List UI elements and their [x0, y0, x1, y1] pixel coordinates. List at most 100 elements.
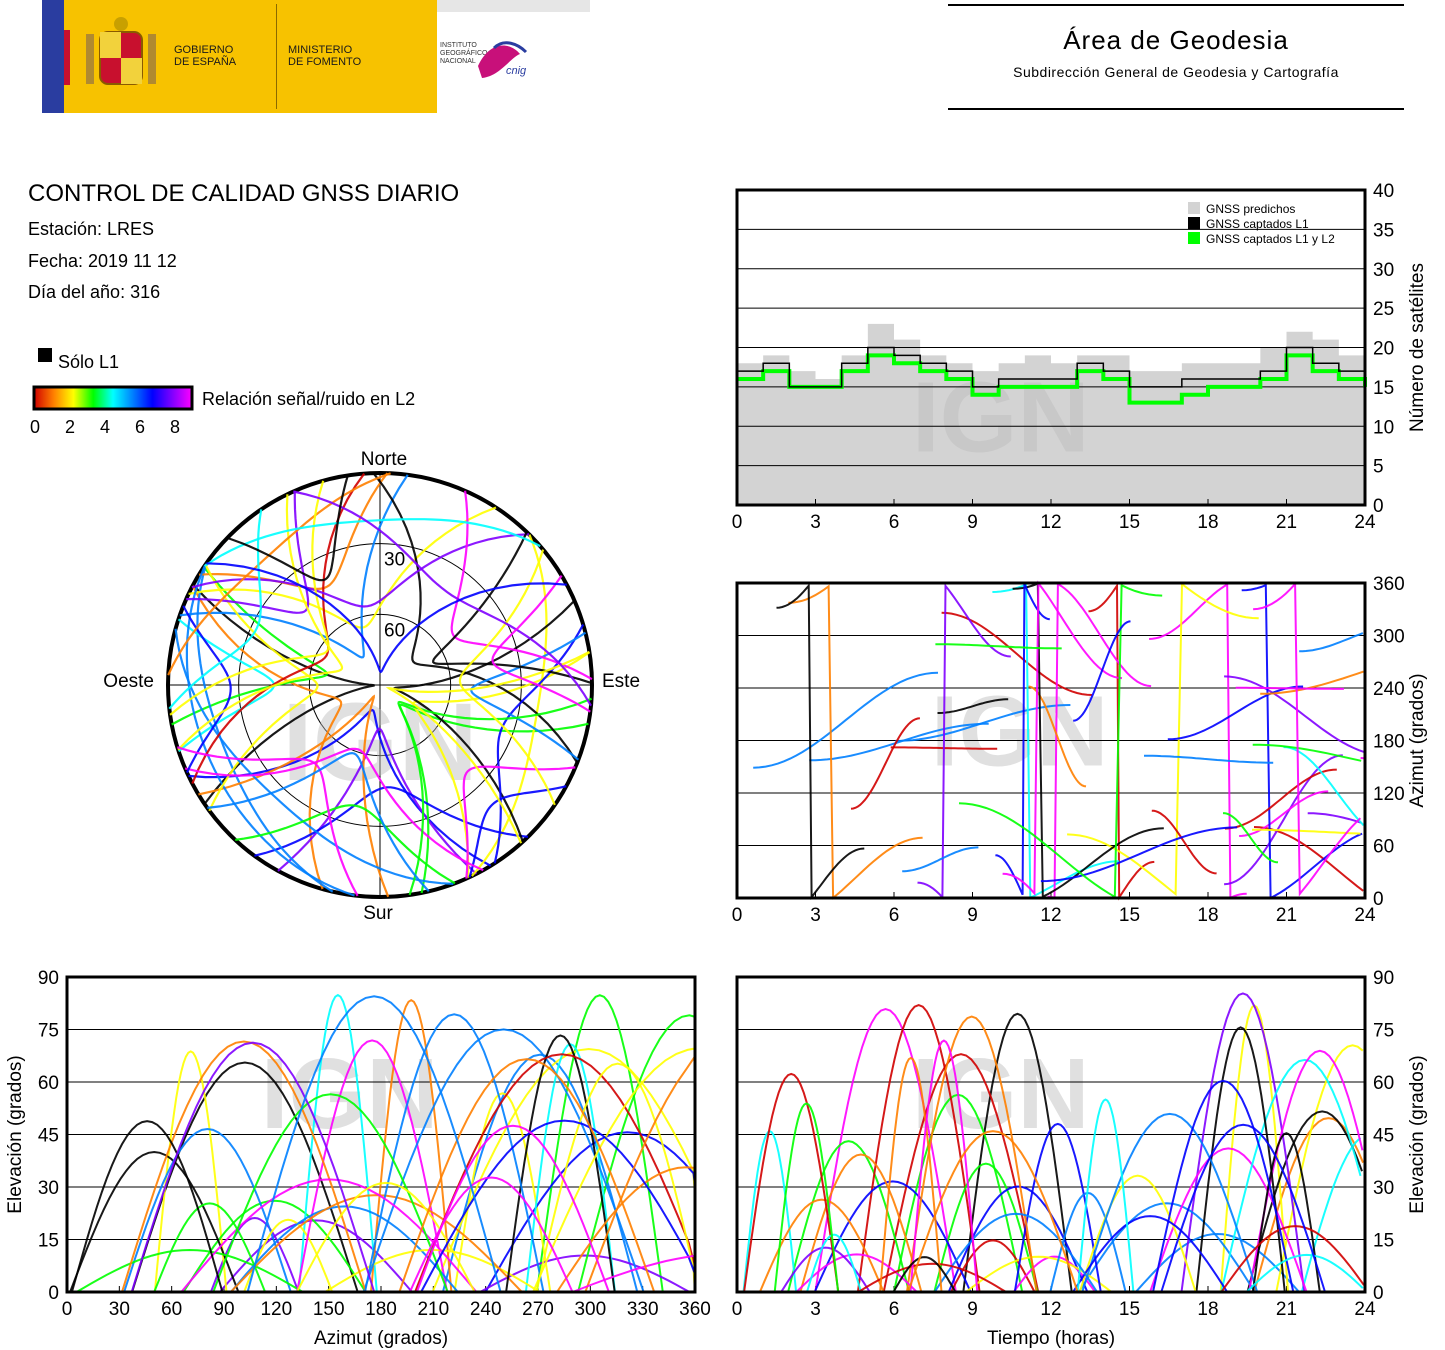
x-tick-label: 3: [810, 512, 821, 533]
x-tick-label: 270: [522, 1299, 554, 1320]
satellite-track: [1222, 812, 1279, 864]
satellite-track: [1239, 790, 1329, 837]
satellite-track: [1245, 1253, 1364, 1293]
satellite-track: [293, 490, 592, 707]
satellite-track: [296, 1181, 476, 1293]
header-rule-top: [948, 4, 1404, 6]
y-tick-label: 60: [38, 1073, 59, 1094]
satellite-track: [753, 671, 939, 769]
y-tick-label: 0: [1373, 889, 1384, 910]
satellite-track: [230, 1205, 459, 1293]
satellite-track: [1253, 1117, 1365, 1293]
satellite-track: [179, 474, 409, 659]
satellites-chart: IGN 0 5 10 15 20 25 30 35 40 0 3 6 9 12 15 18 21 24 Número …: [732, 181, 1428, 533]
direction-north: Norte: [361, 449, 407, 470]
satellite-track: [962, 1012, 1073, 1293]
x-tick-label: 21: [1276, 905, 1297, 926]
satellite-track: [933, 1212, 1098, 1293]
satellite-track: [1151, 809, 1217, 875]
y-tick-label: 75: [1373, 1021, 1394, 1042]
x-tick-label: 9: [967, 512, 978, 533]
x-tick-label: 30: [109, 1299, 130, 1320]
watermark-text: IGN: [912, 361, 1090, 473]
satellite-track: [1067, 582, 1259, 897]
legend-label: GNSS captados L1: [1206, 217, 1309, 231]
satellite-track: [1076, 1098, 1135, 1293]
grey-bar: [437, 0, 590, 12]
satellite-track: [212, 1093, 449, 1293]
x-axis-label: Tiempo (horas): [987, 1328, 1115, 1349]
y-tick-label: 10: [1373, 417, 1394, 438]
x-tick-label: 18: [1197, 905, 1218, 926]
snr-tick-label: 0: [30, 417, 40, 437]
min-line1: MINISTERIO: [288, 44, 353, 56]
satellite-track: [207, 751, 430, 893]
satellite-track: [1224, 768, 1337, 830]
x-tick-label: 3: [810, 905, 821, 926]
y-tick-label: 300: [1373, 627, 1405, 648]
x-tick-label: 60: [161, 1299, 182, 1320]
satellite-track: [1224, 675, 1365, 754]
satellite-track: [398, 1058, 656, 1293]
satellite-track: [408, 1176, 574, 1293]
y-tick-label: 180: [1373, 732, 1405, 753]
satellite-track: [1135, 1232, 1300, 1293]
satellite-track: [182, 1199, 367, 1293]
l1-only-label: Sólo L1: [58, 352, 119, 372]
satellite-track: [219, 1219, 413, 1293]
x-tick-label: 12: [1040, 512, 1061, 533]
satellite-track: [462, 765, 576, 879]
y-tick-label: 240: [1373, 679, 1405, 700]
date-line: Fecha: 2019 11 12: [28, 251, 177, 271]
satellite-track: [75, 1248, 304, 1293]
x-tick-label: 360: [679, 1299, 711, 1320]
satellite-track: [277, 727, 478, 875]
plot-border: [735, 581, 1367, 900]
x-tick-label: 24: [1354, 905, 1376, 926]
ring-label: 30: [384, 550, 405, 571]
area-title: Área de Geodesia: [1063, 25, 1289, 55]
satellite-track: [415, 1124, 610, 1293]
x-tick-label: 0: [732, 1299, 743, 1320]
y-tick-label: 120: [1373, 784, 1405, 805]
x-tick-label: 6: [889, 1299, 900, 1320]
satellite-track: [902, 846, 979, 873]
satellite-track: [882, 1053, 1040, 1293]
divider: [276, 4, 277, 109]
satellite-track: [177, 494, 344, 751]
x-tick-label: 180: [365, 1299, 397, 1320]
y-tick-label: 30: [1373, 260, 1394, 281]
y-tick-label: 45: [1373, 1126, 1394, 1147]
direction-south: Sur: [363, 903, 393, 924]
x-tick-label: 90: [213, 1299, 234, 1320]
gov-line2: DE ESPAÑA: [174, 56, 237, 68]
satellite-track: [776, 583, 865, 900]
cnig-text: cnig: [506, 65, 527, 77]
satellite-track: [572, 1253, 696, 1293]
satellite-track: [130, 1041, 376, 1293]
x-tick-label: 6: [889, 905, 900, 926]
satellite-track: [937, 698, 1009, 714]
satellite-track: [1252, 828, 1361, 835]
satellite-track: [814, 1007, 957, 1293]
y-tick-label: 30: [38, 1178, 59, 1199]
legend-label: GNSS captados L1 y L2: [1206, 232, 1335, 246]
satellite-track: [174, 628, 454, 885]
satellite-track: [809, 722, 989, 762]
legend-label: GNSS predichos: [1206, 202, 1295, 216]
report-title: CONTROL DE CALIDAD GNSS DIARIO: [28, 180, 460, 207]
satellite-track: [1299, 632, 1364, 653]
x-tick-label: 330: [627, 1299, 659, 1320]
satellite-track: [229, 1194, 523, 1293]
satellite-track: [892, 1256, 957, 1293]
satellite-track: [185, 564, 355, 897]
x-tick-label: 240: [470, 1299, 502, 1320]
satellite-track: [1149, 582, 1247, 900]
legend-swatch: [1188, 217, 1200, 229]
satellite-track: [167, 472, 391, 676]
satellite-track: [235, 804, 456, 885]
predicted-area: [737, 323, 1365, 505]
satellite-track: [1235, 686, 1344, 690]
